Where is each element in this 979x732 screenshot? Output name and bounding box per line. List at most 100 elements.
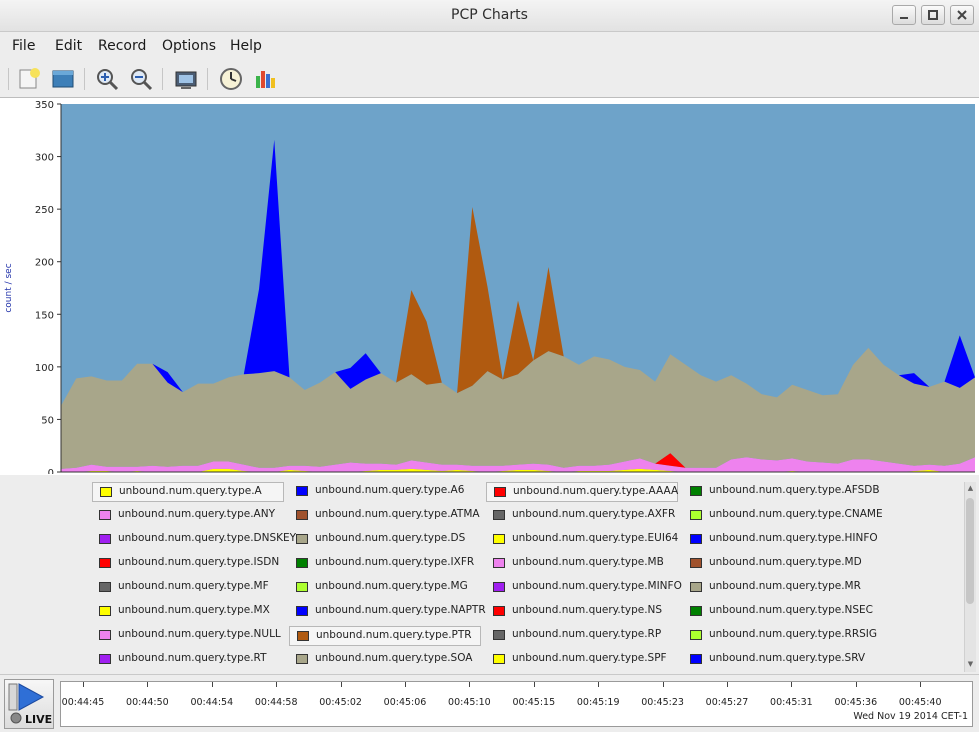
legend-item[interactable]: unbound.num.query.type.EUI64 xyxy=(486,530,678,550)
legend-label: unbound.num.query.type.MX xyxy=(118,604,270,616)
legend-swatch xyxy=(297,631,309,641)
legend-label: unbound.num.query.type.DS xyxy=(315,532,466,544)
legend-item[interactable]: unbound.num.query.type.MR xyxy=(683,578,875,598)
legend-swatch xyxy=(99,654,111,664)
legend-item[interactable]: unbound.num.query.type.DNSKEY xyxy=(92,530,296,550)
legend-item[interactable]: unbound.num.query.type.AAAA xyxy=(486,482,678,502)
time-controls-button[interactable] xyxy=(218,66,244,92)
legend-item[interactable]: unbound.num.query.type.ISDN xyxy=(92,554,284,574)
y-tick-label: 100 xyxy=(35,363,54,374)
legend-item[interactable]: unbound.num.query.type.AXFR xyxy=(486,506,678,526)
legend-label: unbound.num.query.type.CNAME xyxy=(709,508,883,520)
new-chart-button[interactable] xyxy=(16,66,42,92)
legend-item[interactable]: unbound.num.query.type.HINFO xyxy=(683,530,878,550)
live-label: LIVE xyxy=(25,713,53,726)
close-icon xyxy=(957,10,967,20)
export-image-button[interactable] xyxy=(173,66,199,92)
menu-help[interactable]: Help xyxy=(230,38,262,54)
minimize-button[interactable] xyxy=(892,5,916,25)
scroll-up-icon[interactable]: ▲ xyxy=(967,484,974,492)
legend-label: unbound.num.query.type.NS xyxy=(512,604,663,616)
zoom-in-icon xyxy=(97,69,119,91)
legend-label: unbound.num.query.type.RT xyxy=(118,652,267,664)
legend-item[interactable]: unbound.num.query.type.MX xyxy=(92,602,284,622)
legend-swatch xyxy=(296,606,308,616)
chart-stats-button[interactable] xyxy=(252,66,278,92)
legend-item[interactable]: unbound.num.query.type.MB xyxy=(486,554,678,574)
legend-item[interactable]: unbound.num.query.type.PTR xyxy=(289,626,481,646)
time-tick xyxy=(83,682,84,687)
legend-item[interactable]: unbound.num.query.type.NAPTR xyxy=(289,602,486,622)
legend-scrollbar[interactable]: ▲ ▼ xyxy=(964,482,976,672)
legend-item[interactable]: unbound.num.query.type.SPF xyxy=(486,650,678,670)
zoom-out-icon xyxy=(131,69,153,91)
y-tick-label: 250 xyxy=(35,205,54,216)
export-image-icon xyxy=(175,71,197,89)
y-tick-label: 0 xyxy=(48,468,54,474)
legend-item[interactable]: unbound.num.query.type.MF xyxy=(92,578,284,598)
y-tick-label: 300 xyxy=(35,153,54,164)
legend-swatch xyxy=(296,582,308,592)
legend-label: unbound.num.query.type.ANY xyxy=(118,508,275,520)
legend-swatch xyxy=(99,534,111,544)
open-view-button[interactable] xyxy=(50,66,76,92)
legend-item[interactable]: unbound.num.query.type.NULL xyxy=(92,626,284,646)
toolbar-separator xyxy=(162,68,163,90)
time-tick-label: 00:45:02 xyxy=(319,697,362,708)
area-chart[interactable]: 0 50 100 150 200 250 300 350 count / sec xyxy=(0,98,979,474)
legend-item[interactable]: unbound.num.query.type.NSEC xyxy=(683,602,875,622)
legend-item[interactable]: unbound.num.query.type.A xyxy=(92,482,284,502)
legend-item[interactable]: unbound.num.query.type.SRV xyxy=(683,650,875,670)
scrollbar-thumb[interactable] xyxy=(966,498,974,604)
legend-item[interactable]: unbound.num.query.type.MINFO xyxy=(486,578,682,598)
legend-swatch xyxy=(493,510,505,520)
time-axis[interactable]: Wed Nov 19 2014 CET-1 00:44:45 00:44:50 00… xyxy=(60,681,973,727)
time-tick-label: 00:45:19 xyxy=(576,697,620,708)
legend-item[interactable]: unbound.num.query.type.AFSDB xyxy=(683,482,880,502)
time-tick xyxy=(147,682,149,687)
legend-swatch xyxy=(493,630,505,640)
scroll-down-icon[interactable]: ▼ xyxy=(967,660,974,668)
y-tick-label: 200 xyxy=(35,258,54,269)
legend-item[interactable]: unbound.num.query.type.RT xyxy=(92,650,284,670)
menu-record[interactable]: Record xyxy=(98,38,147,54)
menu-edit[interactable]: Edit xyxy=(55,38,83,54)
legend-item[interactable]: unbound.num.query.type.RRSIG xyxy=(683,626,877,646)
close-button[interactable] xyxy=(950,5,974,25)
legend-item[interactable]: unbound.num.query.type.IXFR xyxy=(289,554,481,574)
maximize-button[interactable] xyxy=(921,5,945,25)
legend-label: unbound.num.query.type.MINFO xyxy=(512,580,682,592)
legend-item[interactable]: unbound.num.query.type.SOA xyxy=(289,650,481,670)
legend-item[interactable]: unbound.num.query.type.RP xyxy=(486,626,678,646)
time-tick xyxy=(533,682,535,687)
time-tick xyxy=(405,682,406,687)
legend-swatch xyxy=(296,654,308,664)
legend-label: unbound.num.query.type.MG xyxy=(315,580,468,592)
menu-file[interactable]: File xyxy=(12,38,36,54)
legend-item[interactable]: unbound.num.query.type.ATMA xyxy=(289,506,481,526)
menu-options[interactable]: Options xyxy=(162,38,217,54)
legend-swatch xyxy=(493,558,505,568)
legend-item[interactable]: unbound.num.query.type.MG xyxy=(289,578,481,598)
legend-swatch xyxy=(493,606,505,616)
legend-item[interactable]: unbound.num.query.type.A6 xyxy=(289,482,481,502)
legend-swatch xyxy=(690,558,702,568)
legend-item[interactable]: unbound.num.query.type.DS xyxy=(289,530,481,550)
legend-swatch xyxy=(99,510,111,520)
legend-label: unbound.num.query.type.AXFR xyxy=(512,508,676,520)
zoom-in-button[interactable] xyxy=(94,66,120,92)
legend-item[interactable]: unbound.num.query.type.NS xyxy=(486,602,678,622)
time-tick xyxy=(598,682,600,687)
legend-item[interactable]: unbound.num.query.type.MD xyxy=(683,554,875,574)
minimize-icon xyxy=(900,17,908,19)
live-button[interactable]: LIVE xyxy=(4,679,54,729)
legend-swatch xyxy=(296,510,308,520)
time-tick-label: 00:44:45 xyxy=(61,697,105,708)
legend-swatch xyxy=(493,654,505,664)
legend-item[interactable]: unbound.num.query.type.ANY xyxy=(92,506,284,526)
zoom-out-button[interactable] xyxy=(128,66,154,92)
legend-label: unbound.num.query.type.HINFO xyxy=(709,532,878,544)
legend-label: unbound.num.query.type.PTR xyxy=(316,629,472,641)
legend-label: unbound.num.query.type.IXFR xyxy=(315,556,475,568)
legend-item[interactable]: unbound.num.query.type.CNAME xyxy=(683,506,883,526)
